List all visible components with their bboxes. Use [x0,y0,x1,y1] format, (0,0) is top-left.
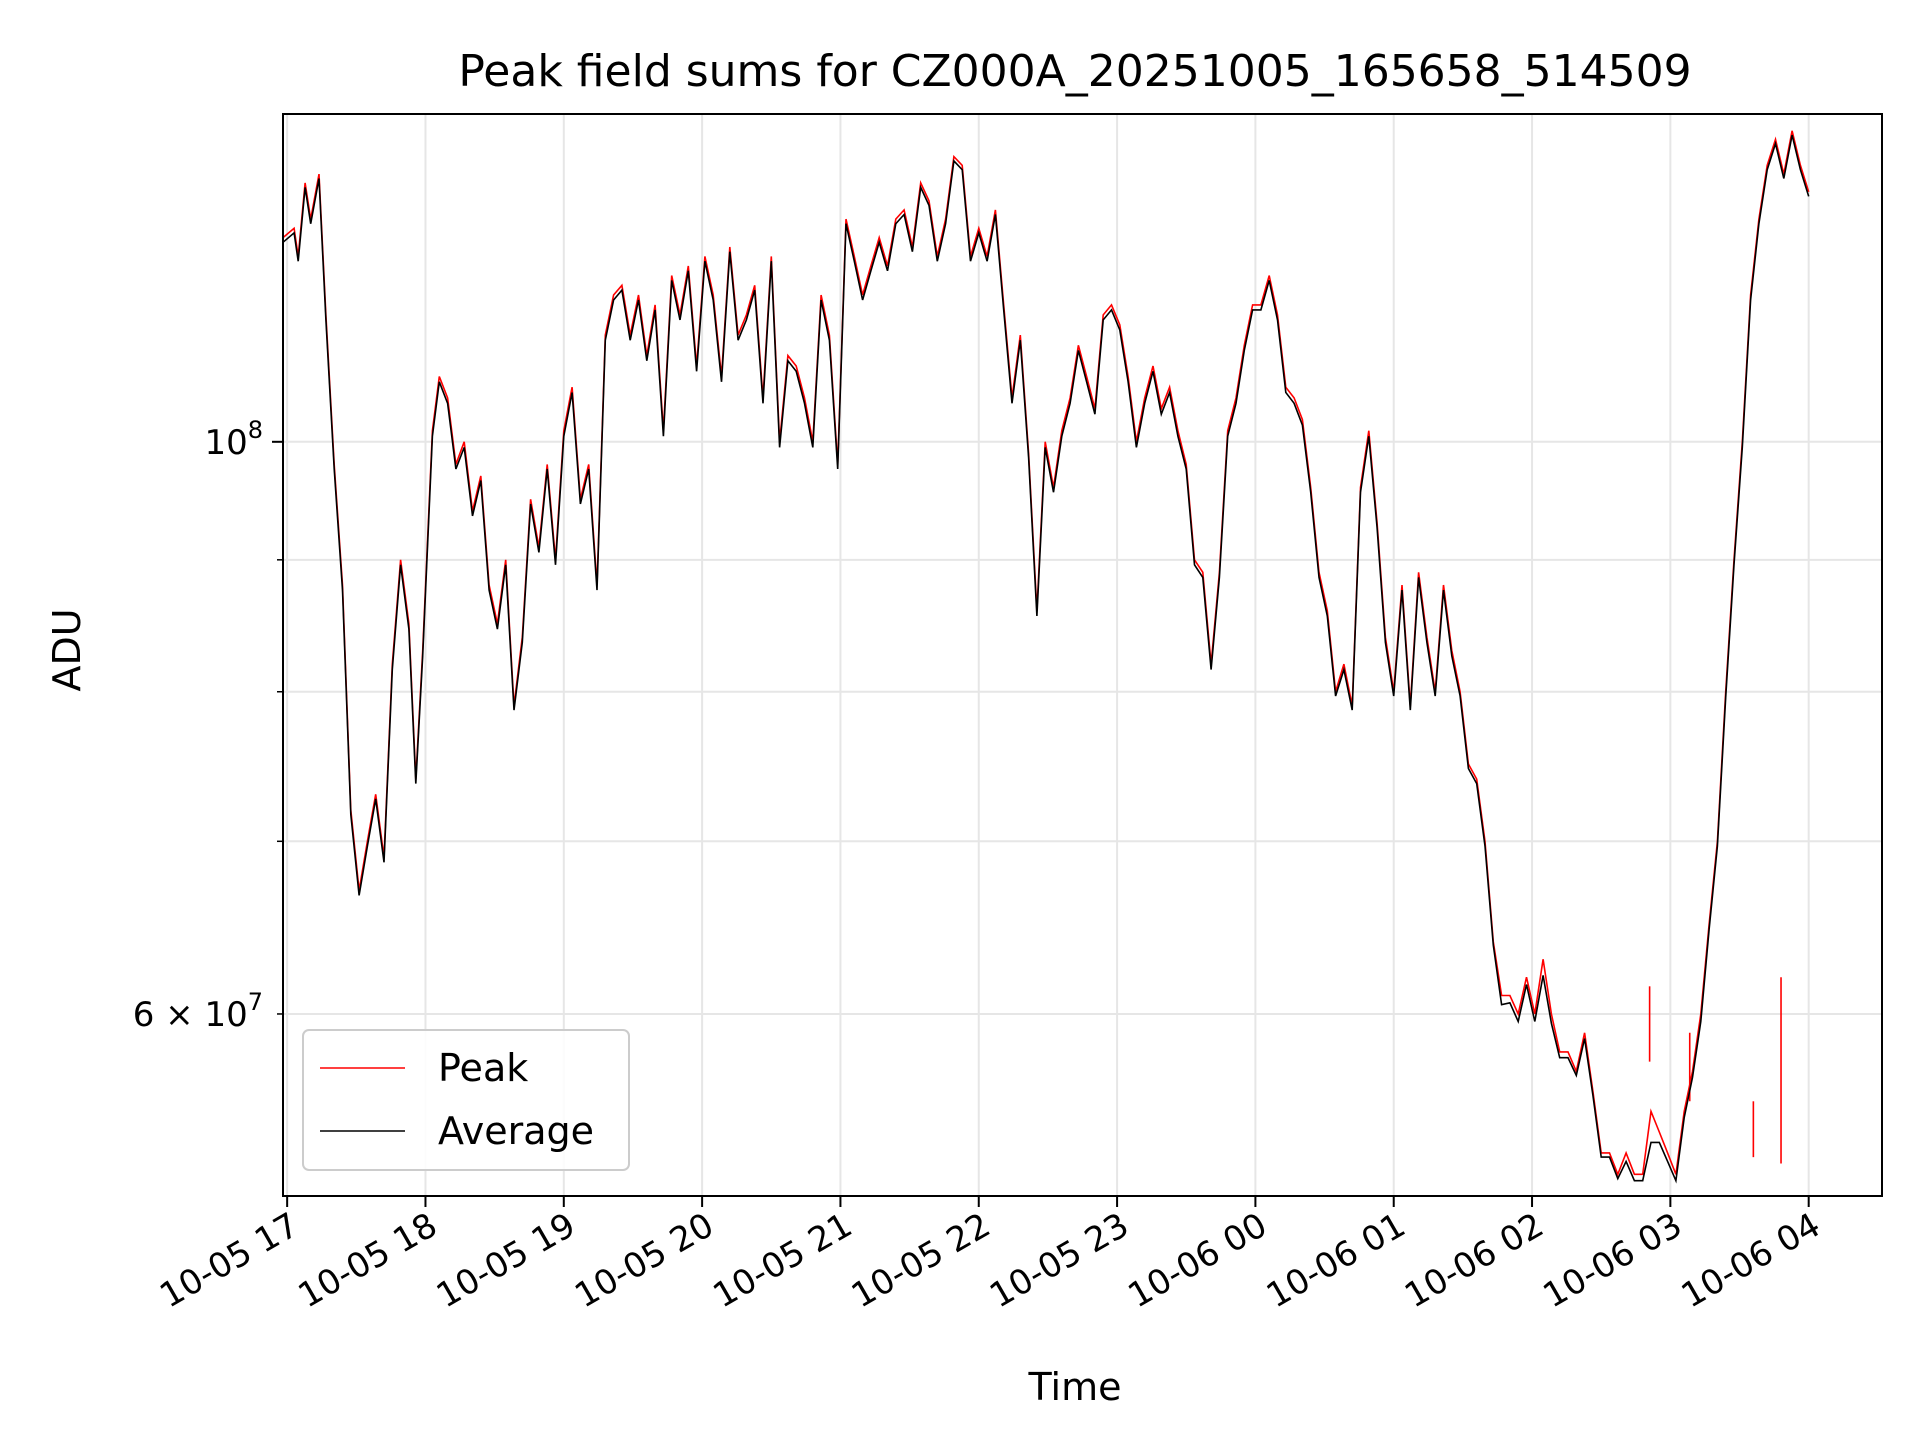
peak-series-line [282,130,1810,1177]
x-axis-label: Time [1028,1365,1122,1409]
x-tick-label: 10-05 20 [568,1205,720,1316]
chart-title: Peak field sums for CZ000A_20251005_1656… [458,46,1691,97]
x-tick-label: 10-05 17 [153,1205,305,1316]
legend-average-label: Average [438,1109,594,1153]
x-tick-label: 10-05 21 [707,1205,859,1316]
axes-frame [282,113,1883,1197]
legend: Peak Average [302,1029,630,1171]
y-axis-ticks: 108 6 × 107 [133,416,283,1035]
x-tick-label: 10-06 03 [1536,1205,1688,1316]
x-tick-label: 10-05 23 [983,1205,1135,1316]
x-tick-label: 10-06 04 [1675,1205,1827,1316]
legend-box [302,1029,630,1171]
x-tick-label: 10-06 01 [1260,1205,1412,1316]
x-tick-label: 10-05 19 [430,1205,582,1316]
x-tick-label: 10-05 22 [845,1205,997,1316]
grid [283,114,1882,1196]
y-tick-label: 108 [204,416,263,463]
x-tick-label: 10-05 18 [292,1205,444,1316]
peak-spikes [1648,977,1782,1164]
series-layer [282,130,1810,1184]
y-minor-tick-label: 6 × 107 [133,988,263,1035]
y-axis-label: ADU [45,608,89,691]
average-series-line [282,134,1810,1184]
x-tick-label: 10-06 02 [1398,1205,1550,1316]
legend-peak-label: Peak [438,1046,528,1090]
x-tick-label: 10-06 00 [1122,1205,1274,1316]
